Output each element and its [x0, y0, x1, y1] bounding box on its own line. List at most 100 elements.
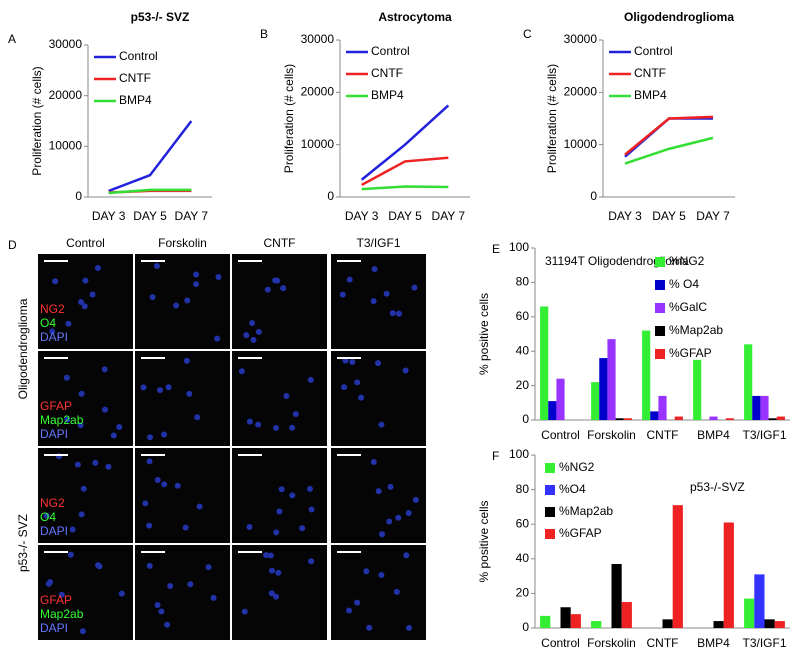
- x-tick-label: DAY 7: [432, 209, 466, 223]
- nucleus: [105, 463, 112, 470]
- legend-label: Control: [371, 44, 410, 58]
- nucleus: [354, 379, 361, 386]
- nucleus: [154, 601, 161, 608]
- line-series: [624, 117, 713, 158]
- line-series: [624, 115, 714, 156]
- nucleus: [184, 297, 191, 304]
- nucleus: [267, 552, 274, 559]
- nucleus: [246, 524, 253, 531]
- nucleus: [243, 332, 250, 339]
- nucleus: [146, 458, 153, 465]
- nucleus: [58, 591, 65, 598]
- y-tick-label: 10000: [564, 137, 598, 151]
- legend-label: BMP4: [119, 93, 152, 107]
- nucleus: [110, 432, 117, 439]
- nucleus: [389, 310, 396, 317]
- bar: [764, 619, 775, 628]
- bar: [713, 621, 724, 628]
- legend-label: %GFAP: [559, 526, 602, 540]
- x-tick-label: DAY 7: [175, 209, 209, 223]
- nucleus: [339, 291, 346, 298]
- nucleus: [77, 422, 84, 429]
- legend-label: %NG2: [559, 460, 595, 474]
- y-axis-label: Proliferation (# cells): [282, 64, 296, 173]
- line-series: [108, 120, 193, 193]
- nucleus: [375, 360, 382, 367]
- bar: [621, 602, 632, 628]
- nucleus: [275, 569, 282, 576]
- nucleus: [146, 562, 153, 569]
- nucleus: [186, 390, 193, 397]
- nucleus: [289, 492, 296, 499]
- legend-label: Control: [119, 49, 158, 63]
- nucleus: [101, 366, 108, 373]
- bar: [615, 418, 624, 420]
- stain-label: DAPI: [40, 330, 68, 344]
- y-tick-label: 10000: [49, 139, 83, 153]
- nucleus: [140, 384, 147, 391]
- column-header: CNTF: [264, 236, 296, 250]
- y-tick-label: 30000: [301, 32, 335, 46]
- nucleus: [210, 594, 217, 601]
- nucleus: [65, 320, 72, 327]
- nucleus: [405, 510, 412, 517]
- bar: [674, 416, 683, 420]
- panel-label: B: [260, 27, 268, 41]
- column-header: Control: [66, 236, 105, 250]
- nucleus: [387, 483, 394, 490]
- bar: [591, 621, 602, 628]
- y-tick-label: 0: [522, 412, 529, 426]
- nucleus: [402, 367, 409, 374]
- line-series: [108, 188, 192, 195]
- nucleus: [273, 424, 280, 431]
- nucleus: [153, 262, 160, 269]
- nucleus: [238, 368, 245, 375]
- nucleus: [241, 608, 248, 615]
- nucleus: [118, 590, 125, 597]
- nucleus: [280, 285, 287, 292]
- nucleus: [81, 303, 88, 310]
- legend-label: %Map2ab: [559, 504, 613, 518]
- micrograph: [38, 545, 133, 640]
- stain-label: Map2ab: [40, 607, 84, 621]
- nucleus: [395, 310, 402, 317]
- chart-title: p53-/- SVZ: [131, 10, 190, 24]
- nucleus: [346, 276, 353, 283]
- line-series: [361, 185, 449, 191]
- legend-swatch: [545, 529, 555, 539]
- bar: [642, 330, 651, 420]
- legend-swatch: [655, 349, 665, 359]
- nucleus: [78, 511, 85, 518]
- x-tick-label: DAY 5: [388, 209, 422, 223]
- x-tick-label: CNTF: [647, 636, 679, 650]
- legend-label: %GalC: [669, 300, 707, 314]
- y-tick-label: 60: [516, 516, 530, 530]
- legend-swatch: [655, 303, 665, 313]
- legend-label: % O4: [669, 277, 699, 291]
- nucleus: [268, 590, 275, 597]
- nucleus: [371, 266, 378, 273]
- nucleus: [215, 273, 222, 280]
- nucleus: [289, 424, 296, 431]
- x-tick-label: Forskolin: [587, 428, 636, 442]
- nucleus: [161, 431, 168, 438]
- nucleus: [89, 291, 96, 298]
- x-tick-label: CNTF: [647, 428, 679, 442]
- nucleus: [278, 486, 285, 493]
- nucleus: [308, 506, 315, 513]
- bar: [723, 522, 734, 628]
- nucleus: [273, 593, 280, 600]
- bar: [662, 619, 673, 628]
- legend-label: BMP4: [634, 88, 667, 102]
- y-axis-label: % positive cells: [477, 293, 491, 375]
- stain-label: Map2ab: [40, 413, 84, 427]
- nucleus: [142, 500, 149, 507]
- x-tick-label: DAY 3: [345, 209, 379, 223]
- nucleus: [375, 488, 382, 495]
- y-tick-label: 0: [522, 620, 529, 634]
- nucleus: [393, 588, 400, 595]
- nucleus: [52, 278, 59, 285]
- bar: [548, 401, 557, 420]
- nucleus: [193, 281, 200, 288]
- bar: [599, 358, 608, 420]
